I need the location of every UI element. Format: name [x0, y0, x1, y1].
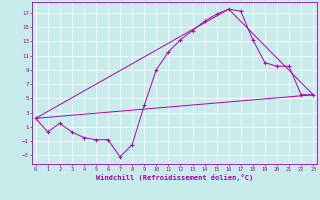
X-axis label: Windchill (Refroidissement éolien,°C): Windchill (Refroidissement éolien,°C): [96, 174, 253, 181]
